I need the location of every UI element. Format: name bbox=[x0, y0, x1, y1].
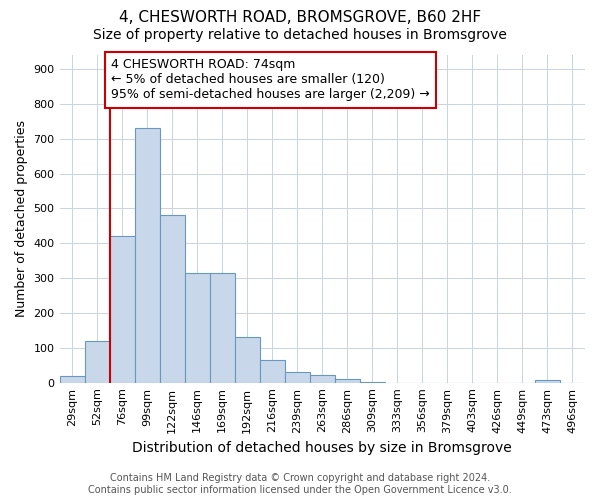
Bar bbox=[209, 273, 235, 382]
Text: Size of property relative to detached houses in Bromsgrove: Size of property relative to detached ho… bbox=[93, 28, 507, 42]
Bar bbox=[235, 338, 260, 382]
Y-axis label: Number of detached properties: Number of detached properties bbox=[15, 120, 28, 318]
Text: Contains HM Land Registry data © Crown copyright and database right 2024.
Contai: Contains HM Land Registry data © Crown c… bbox=[88, 474, 512, 495]
X-axis label: Distribution of detached houses by size in Bromsgrove: Distribution of detached houses by size … bbox=[133, 441, 512, 455]
Text: 4, CHESWORTH ROAD, BROMSGROVE, B60 2HF: 4, CHESWORTH ROAD, BROMSGROVE, B60 2HF bbox=[119, 10, 481, 25]
Bar bbox=[110, 236, 134, 382]
Bar bbox=[160, 216, 185, 382]
Bar bbox=[134, 128, 160, 382]
Bar bbox=[535, 380, 560, 382]
Bar bbox=[310, 375, 335, 382]
Bar bbox=[85, 341, 110, 382]
Bar bbox=[335, 379, 360, 382]
Bar bbox=[185, 273, 209, 382]
Bar bbox=[260, 360, 285, 382]
Bar bbox=[59, 376, 85, 382]
Text: 4 CHESWORTH ROAD: 74sqm
← 5% of detached houses are smaller (120)
95% of semi-de: 4 CHESWORTH ROAD: 74sqm ← 5% of detached… bbox=[111, 58, 430, 102]
Bar bbox=[285, 372, 310, 382]
